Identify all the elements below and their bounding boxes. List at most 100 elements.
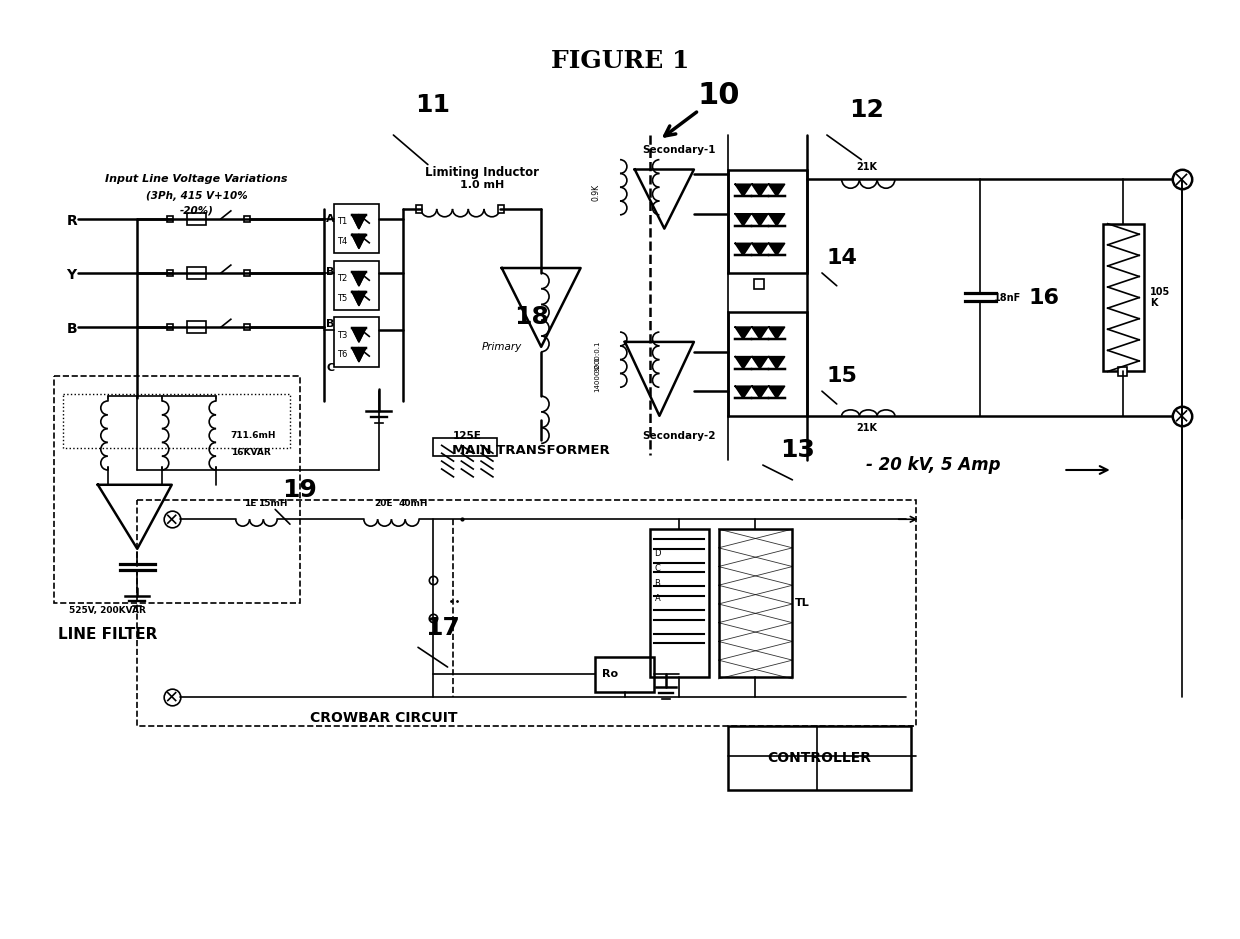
Bar (754, 279, 764, 288)
Text: 40mH: 40mH (398, 500, 428, 508)
Text: 14: 14 (826, 248, 857, 269)
Text: Ro: Ro (603, 669, 619, 679)
Polygon shape (769, 327, 785, 339)
Bar (335, 204, 378, 254)
Bar (167, 270, 172, 276)
Polygon shape (735, 184, 751, 196)
Polygon shape (769, 357, 785, 368)
Polygon shape (352, 272, 366, 285)
Text: 14000:0.1: 14000:0.1 (594, 356, 600, 393)
Text: B: B (326, 267, 335, 277)
Text: TL: TL (795, 598, 810, 608)
Polygon shape (735, 327, 751, 339)
Text: Limiting Inductor: Limiting Inductor (425, 166, 539, 179)
Text: CONTROLLER: CONTROLLER (768, 750, 870, 764)
Polygon shape (769, 184, 785, 196)
Bar (167, 324, 172, 331)
Bar (186, 267, 206, 279)
Polygon shape (352, 292, 366, 305)
Bar (728, 313, 807, 416)
Text: 11: 11 (415, 94, 450, 117)
Bar (728, 726, 910, 791)
Bar (53, 377, 300, 603)
Polygon shape (769, 214, 785, 225)
Polygon shape (751, 214, 768, 225)
Bar (243, 270, 249, 276)
Text: MAIN TRANSFORMER: MAIN TRANSFORMER (453, 444, 610, 456)
Text: 12: 12 (849, 99, 884, 122)
Text: 18nF: 18nF (994, 293, 1022, 302)
Text: 17: 17 (425, 616, 460, 639)
Text: 15mH: 15mH (258, 500, 288, 508)
Bar (718, 529, 792, 677)
Bar (243, 216, 249, 222)
Text: Primary: Primary (481, 342, 522, 352)
Text: (3Ph, 415 V+10%: (3Ph, 415 V+10% (145, 192, 247, 201)
Text: 20E: 20E (374, 500, 393, 508)
Polygon shape (751, 243, 768, 255)
Text: 16: 16 (1028, 287, 1059, 308)
Text: 1E: 1E (244, 500, 257, 508)
Text: T6: T6 (337, 350, 347, 360)
Text: 13: 13 (780, 439, 815, 462)
Text: D: D (655, 549, 661, 558)
Text: B: B (66, 322, 77, 336)
Polygon shape (352, 215, 366, 228)
Text: 21K: 21K (856, 162, 877, 172)
Bar (433, 439, 497, 456)
Polygon shape (352, 328, 366, 342)
Bar (243, 324, 249, 331)
Text: LINE FILTER: LINE FILTER (58, 627, 157, 642)
Polygon shape (751, 357, 768, 368)
Bar (497, 205, 503, 213)
Text: T2: T2 (337, 274, 347, 284)
Text: Input Line Voltage Variations: Input Line Voltage Variations (105, 175, 288, 184)
Polygon shape (735, 357, 751, 368)
Text: B: B (326, 319, 335, 330)
Polygon shape (352, 347, 366, 362)
Text: A: A (655, 593, 660, 603)
Bar (595, 657, 655, 692)
Text: 16KVAR: 16KVAR (231, 448, 270, 456)
Bar (335, 317, 378, 366)
Bar (1117, 366, 1127, 377)
Text: -20%): -20%) (180, 206, 213, 216)
Text: 1.0 mH: 1.0 mH (460, 180, 505, 191)
Polygon shape (769, 386, 785, 398)
Text: B: B (655, 578, 661, 588)
Polygon shape (751, 386, 768, 398)
Bar (650, 529, 709, 677)
Text: T4: T4 (337, 237, 347, 246)
Text: C: C (655, 564, 661, 573)
Bar (417, 205, 422, 213)
Bar (138, 500, 915, 726)
Polygon shape (735, 386, 751, 398)
Text: 15: 15 (826, 366, 857, 386)
Text: 21K: 21K (856, 423, 877, 433)
Text: 0.9K: 0.9K (591, 184, 600, 201)
Text: 18: 18 (513, 305, 549, 330)
Polygon shape (352, 235, 366, 248)
Bar (335, 261, 378, 311)
Text: FIGURE 1: FIGURE 1 (551, 49, 689, 73)
Text: 125E: 125E (453, 430, 481, 440)
Text: 525V, 200KVAR: 525V, 200KVAR (69, 606, 146, 615)
Polygon shape (735, 243, 751, 255)
Text: 3200:0.1: 3200:0.1 (594, 341, 600, 373)
Polygon shape (751, 184, 768, 196)
Text: - 20 kV, 5 Amp: - 20 kV, 5 Amp (867, 456, 1001, 474)
Bar (186, 321, 206, 333)
Polygon shape (751, 327, 768, 339)
Bar (728, 170, 807, 273)
Text: 19: 19 (283, 478, 317, 501)
Bar (1102, 223, 1145, 372)
Polygon shape (769, 243, 785, 255)
Text: T3: T3 (337, 331, 347, 340)
Text: CROWBAR CIRCUIT: CROWBAR CIRCUIT (310, 711, 458, 725)
Bar (167, 216, 172, 222)
Bar (186, 213, 206, 224)
Text: 105
K: 105 K (1149, 286, 1171, 308)
Text: A: A (326, 214, 335, 223)
Polygon shape (735, 214, 751, 225)
Text: R: R (66, 214, 77, 228)
